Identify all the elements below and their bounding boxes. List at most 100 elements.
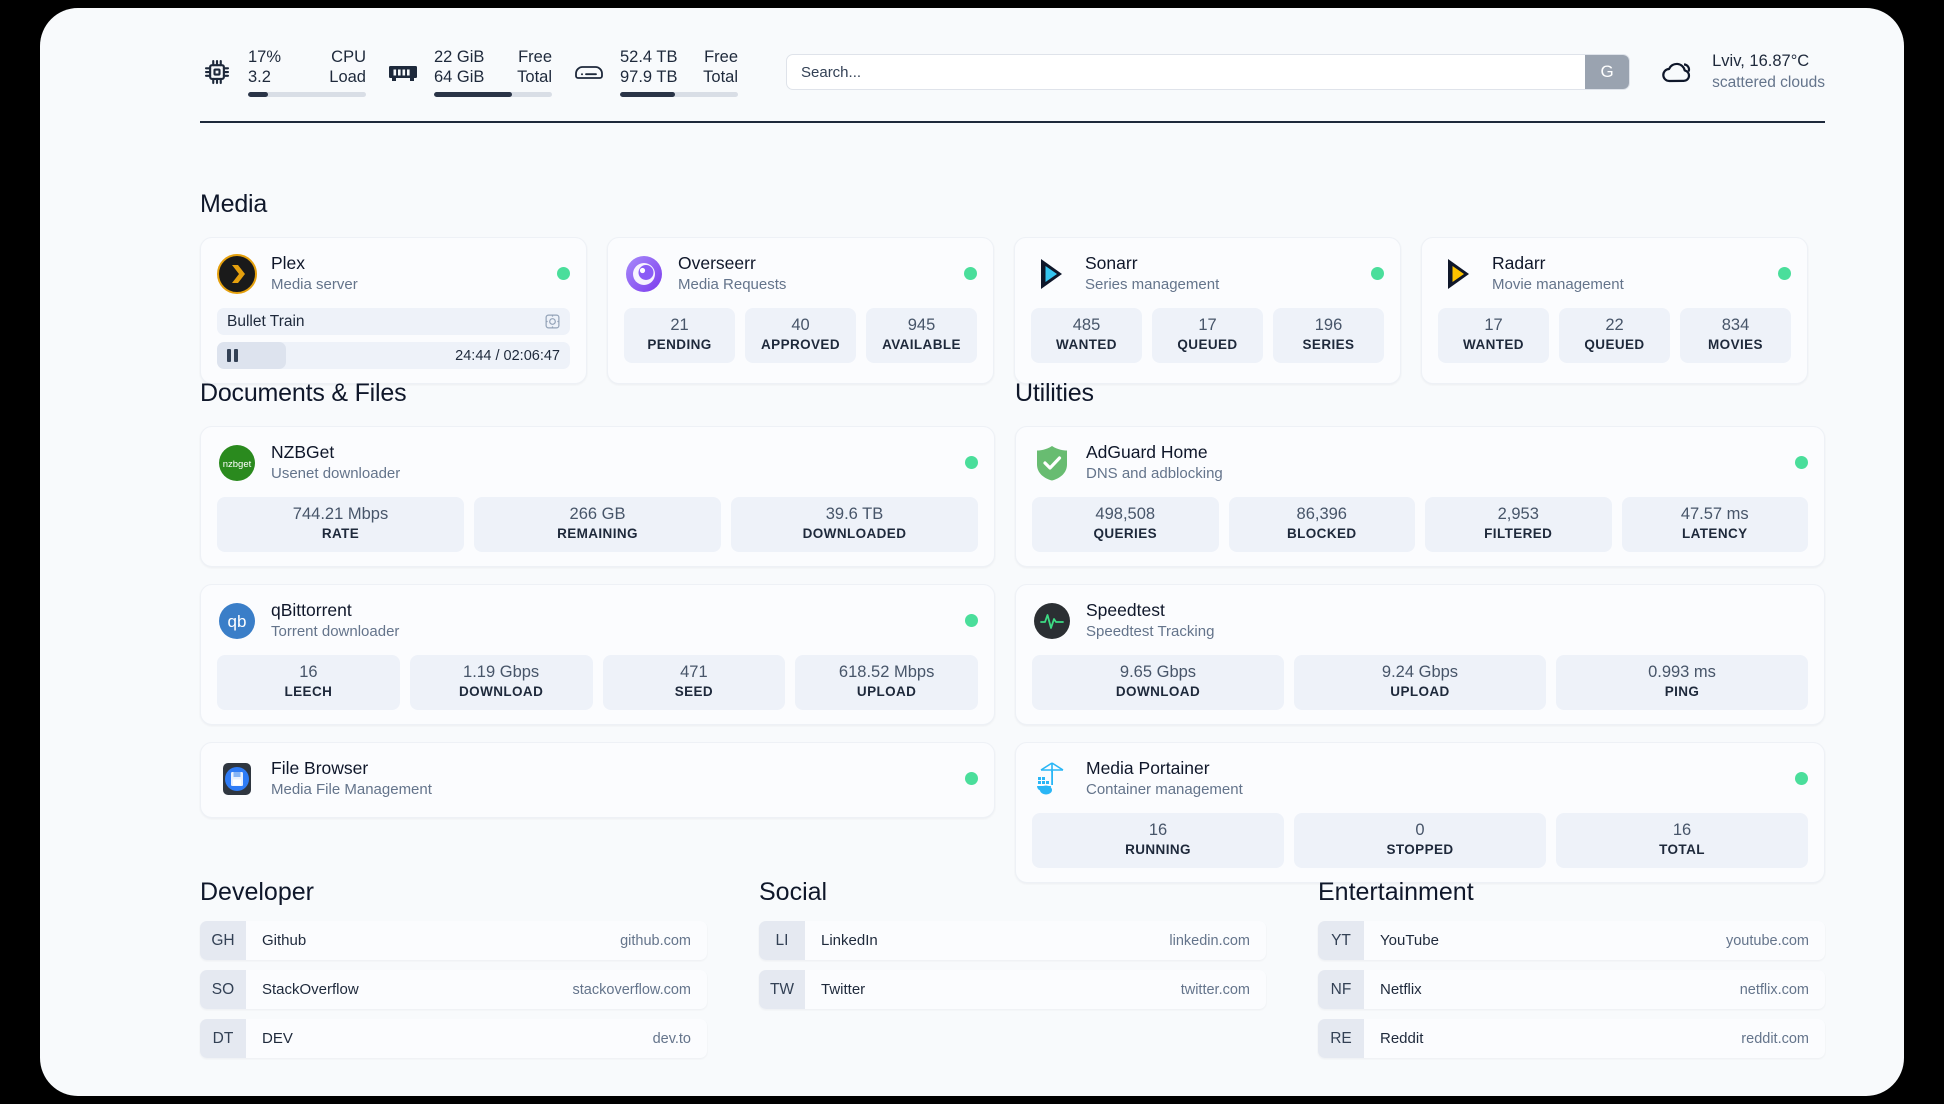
sonarr-status-dot <box>1371 267 1384 280</box>
bookmark-url: netflix.com <box>1739 981 1809 998</box>
plex-duration: 02:06:47 <box>503 347 560 364</box>
disk-total-value: 97.9 TB <box>620 68 678 86</box>
filebrowser-status-dot <box>965 772 978 785</box>
stat-value: 196 <box>1314 316 1343 334</box>
stat-label: DOWNLOAD <box>459 684 544 699</box>
documents-section-title: Documents & Files <box>200 379 407 407</box>
stat-label: APPROVED <box>761 337 840 352</box>
bookmark-group-title: Entertainment <box>1318 878 1474 906</box>
pause-icon[interactable] <box>227 349 238 362</box>
svg-text:qb: qb <box>228 612 247 631</box>
bookmark-abbr: SO <box>200 970 246 1009</box>
portainer-name: Media Portainer <box>1086 758 1210 778</box>
media-section-title: Media <box>200 190 268 218</box>
bookmark-item-twitter[interactable]: TW Twitter twitter.com <box>759 970 1266 1009</box>
search-input[interactable] <box>787 55 1586 89</box>
adguard-desc: DNS and adblocking <box>1086 465 1223 482</box>
stat-label: RATE <box>321 526 360 541</box>
bookmark-abbr: DT <box>200 1019 246 1058</box>
nzbget-status-dot <box>965 456 978 469</box>
bookmark-item-youtube[interactable]: YT YouTube youtube.com <box>1318 921 1825 960</box>
svg-text:nzbget: nzbget <box>223 459 252 470</box>
bookmark-item-github[interactable]: GH Github github.com <box>200 921 707 960</box>
disk-usage-bar <box>620 92 738 97</box>
cpu-usage-bar <box>248 92 366 97</box>
stat-value: 21 <box>670 316 689 334</box>
plex-desc: Media server <box>271 276 358 293</box>
service-card-filebrowser[interactable]: File Browser Media File Management <box>200 742 995 818</box>
radarr-logo-icon <box>1438 254 1478 294</box>
bookmark-item-netflix[interactable]: NF Netflix netflix.com <box>1318 970 1825 1009</box>
service-card-qbittorrent[interactable]: qb qBittorrent Torrent downloader 16 LEE… <box>200 584 995 725</box>
search-bar[interactable]: G <box>786 54 1631 90</box>
stat-label: DOWNLOAD <box>1115 684 1201 699</box>
bookmark-url: stackoverflow.com <box>572 981 691 998</box>
stat-label: REMAINING <box>557 526 638 541</box>
stat-tile: 9.24 Gbps UPLOAD <box>1294 655 1546 710</box>
bookmark-item-reddit[interactable]: RE Reddit reddit.com <box>1318 1019 1825 1058</box>
stat-tile: 21 PENDING <box>624 308 735 363</box>
speedtest-name: Speedtest <box>1086 600 1165 620</box>
stat-tile: 17 QUEUED <box>1152 308 1263 363</box>
stat-label: AVAILABLE <box>882 337 961 352</box>
utilities-section-title: Utilities <box>1015 379 1094 407</box>
plex-progress-bar[interactable]: 24:44 / 02:06:47 <box>217 342 570 369</box>
stat-value: 0.993 ms <box>1648 663 1716 681</box>
bookmark-item-linkedin[interactable]: LI LinkedIn linkedin.com <box>759 921 1266 960</box>
service-card-speedtest[interactable]: Speedtest Speedtest Tracking 9.65 Gbps D… <box>1015 584 1825 725</box>
cpu-label-bottom: Load <box>329 68 366 86</box>
stat-tile: 834 MOVIES <box>1680 308 1791 363</box>
bookmark-item-dev[interactable]: DT DEV dev.to <box>200 1019 707 1058</box>
stat-value: 17 <box>1198 316 1217 334</box>
stat-value: 471 <box>680 663 708 681</box>
filebrowser-logo-icon <box>217 759 257 799</box>
stat-label: WANTED <box>1463 337 1524 352</box>
system-stat-cpu: 17% 3.2 CPU Load <box>200 47 366 97</box>
stat-tile: 485 WANTED <box>1031 308 1142 363</box>
service-card-overseerr[interactable]: Overseerr Media Requests 21 PENDING 40 A… <box>607 237 994 384</box>
search-submit-button[interactable]: G <box>1585 55 1630 89</box>
bookmark-abbr: GH <box>200 921 246 960</box>
sonarr-desc: Series management <box>1085 276 1220 293</box>
service-card-sonarr[interactable]: Sonarr Series management 485 WANTED 17 Q… <box>1014 237 1401 384</box>
bookmark-name: YouTube <box>1380 932 1439 949</box>
service-card-nzbget[interactable]: nzbget NZBGet Usenet downloader 744.21 M… <box>200 426 995 567</box>
adguard-logo-icon <box>1032 443 1072 483</box>
stat-value: 485 <box>1072 316 1101 334</box>
cast-icon[interactable] <box>545 314 560 329</box>
dashboard-window: 17% 3.2 CPU Load <box>40 8 1904 1096</box>
service-card-radarr[interactable]: Radarr Movie management 17 WANTED 22 QUE… <box>1421 237 1808 384</box>
stat-tile: 40 APPROVED <box>745 308 856 363</box>
plex-now-playing-row[interactable]: Bullet Train <box>217 308 570 335</box>
bookmark-url: reddit.com <box>1741 1030 1809 1047</box>
weather-widget: Lviv, 16.87°C scattered clouds <box>1658 51 1825 93</box>
filebrowser-name: File Browser <box>271 758 369 778</box>
nzbget-desc: Usenet downloader <box>271 465 401 482</box>
system-stat-disk: 52.4 TB 97.9 TB Free Total <box>572 47 738 97</box>
header-bar: 17% 3.2 CPU Load <box>200 36 1825 108</box>
plex-elapsed: 24:44 <box>455 347 492 364</box>
stat-tile: 16 TOTAL <box>1556 813 1808 868</box>
disk-free-value: 52.4 TB <box>620 48 678 66</box>
adguard-name: AdGuard Home <box>1086 442 1208 462</box>
cpu-icon <box>200 55 234 89</box>
memory-usage-bar <box>434 92 552 97</box>
radarr-desc: Movie management <box>1492 276 1624 293</box>
stat-value: 0 <box>1415 821 1425 839</box>
stat-tile: 16 LEECH <box>217 655 400 710</box>
service-card-portainer[interactable]: Media Portainer Container management 16 … <box>1015 742 1825 883</box>
nzbget-name: NZBGet <box>271 442 335 462</box>
stat-value: 47.57 ms <box>1680 505 1749 523</box>
service-card-adguard[interactable]: AdGuard Home DNS and adblocking 498,508 … <box>1015 426 1825 567</box>
stat-value: 744.21 Mbps <box>292 505 389 523</box>
stat-value: 498,508 <box>1095 505 1156 523</box>
stat-value: 86,396 <box>1296 505 1347 523</box>
plex-time-separator: / <box>495 347 500 364</box>
bookmark-item-stackoverflow[interactable]: SO StackOverflow stackoverflow.com <box>200 970 707 1009</box>
stat-tile: 2,953 FILTERED <box>1425 497 1612 552</box>
stat-label: UPLOAD <box>856 684 917 699</box>
plex-status-dot <box>557 267 570 280</box>
service-card-plex[interactable]: Plex Media server Bullet Train <box>200 237 587 384</box>
radarr-name: Radarr <box>1492 253 1546 273</box>
bookmark-group-title: Social <box>759 878 828 906</box>
